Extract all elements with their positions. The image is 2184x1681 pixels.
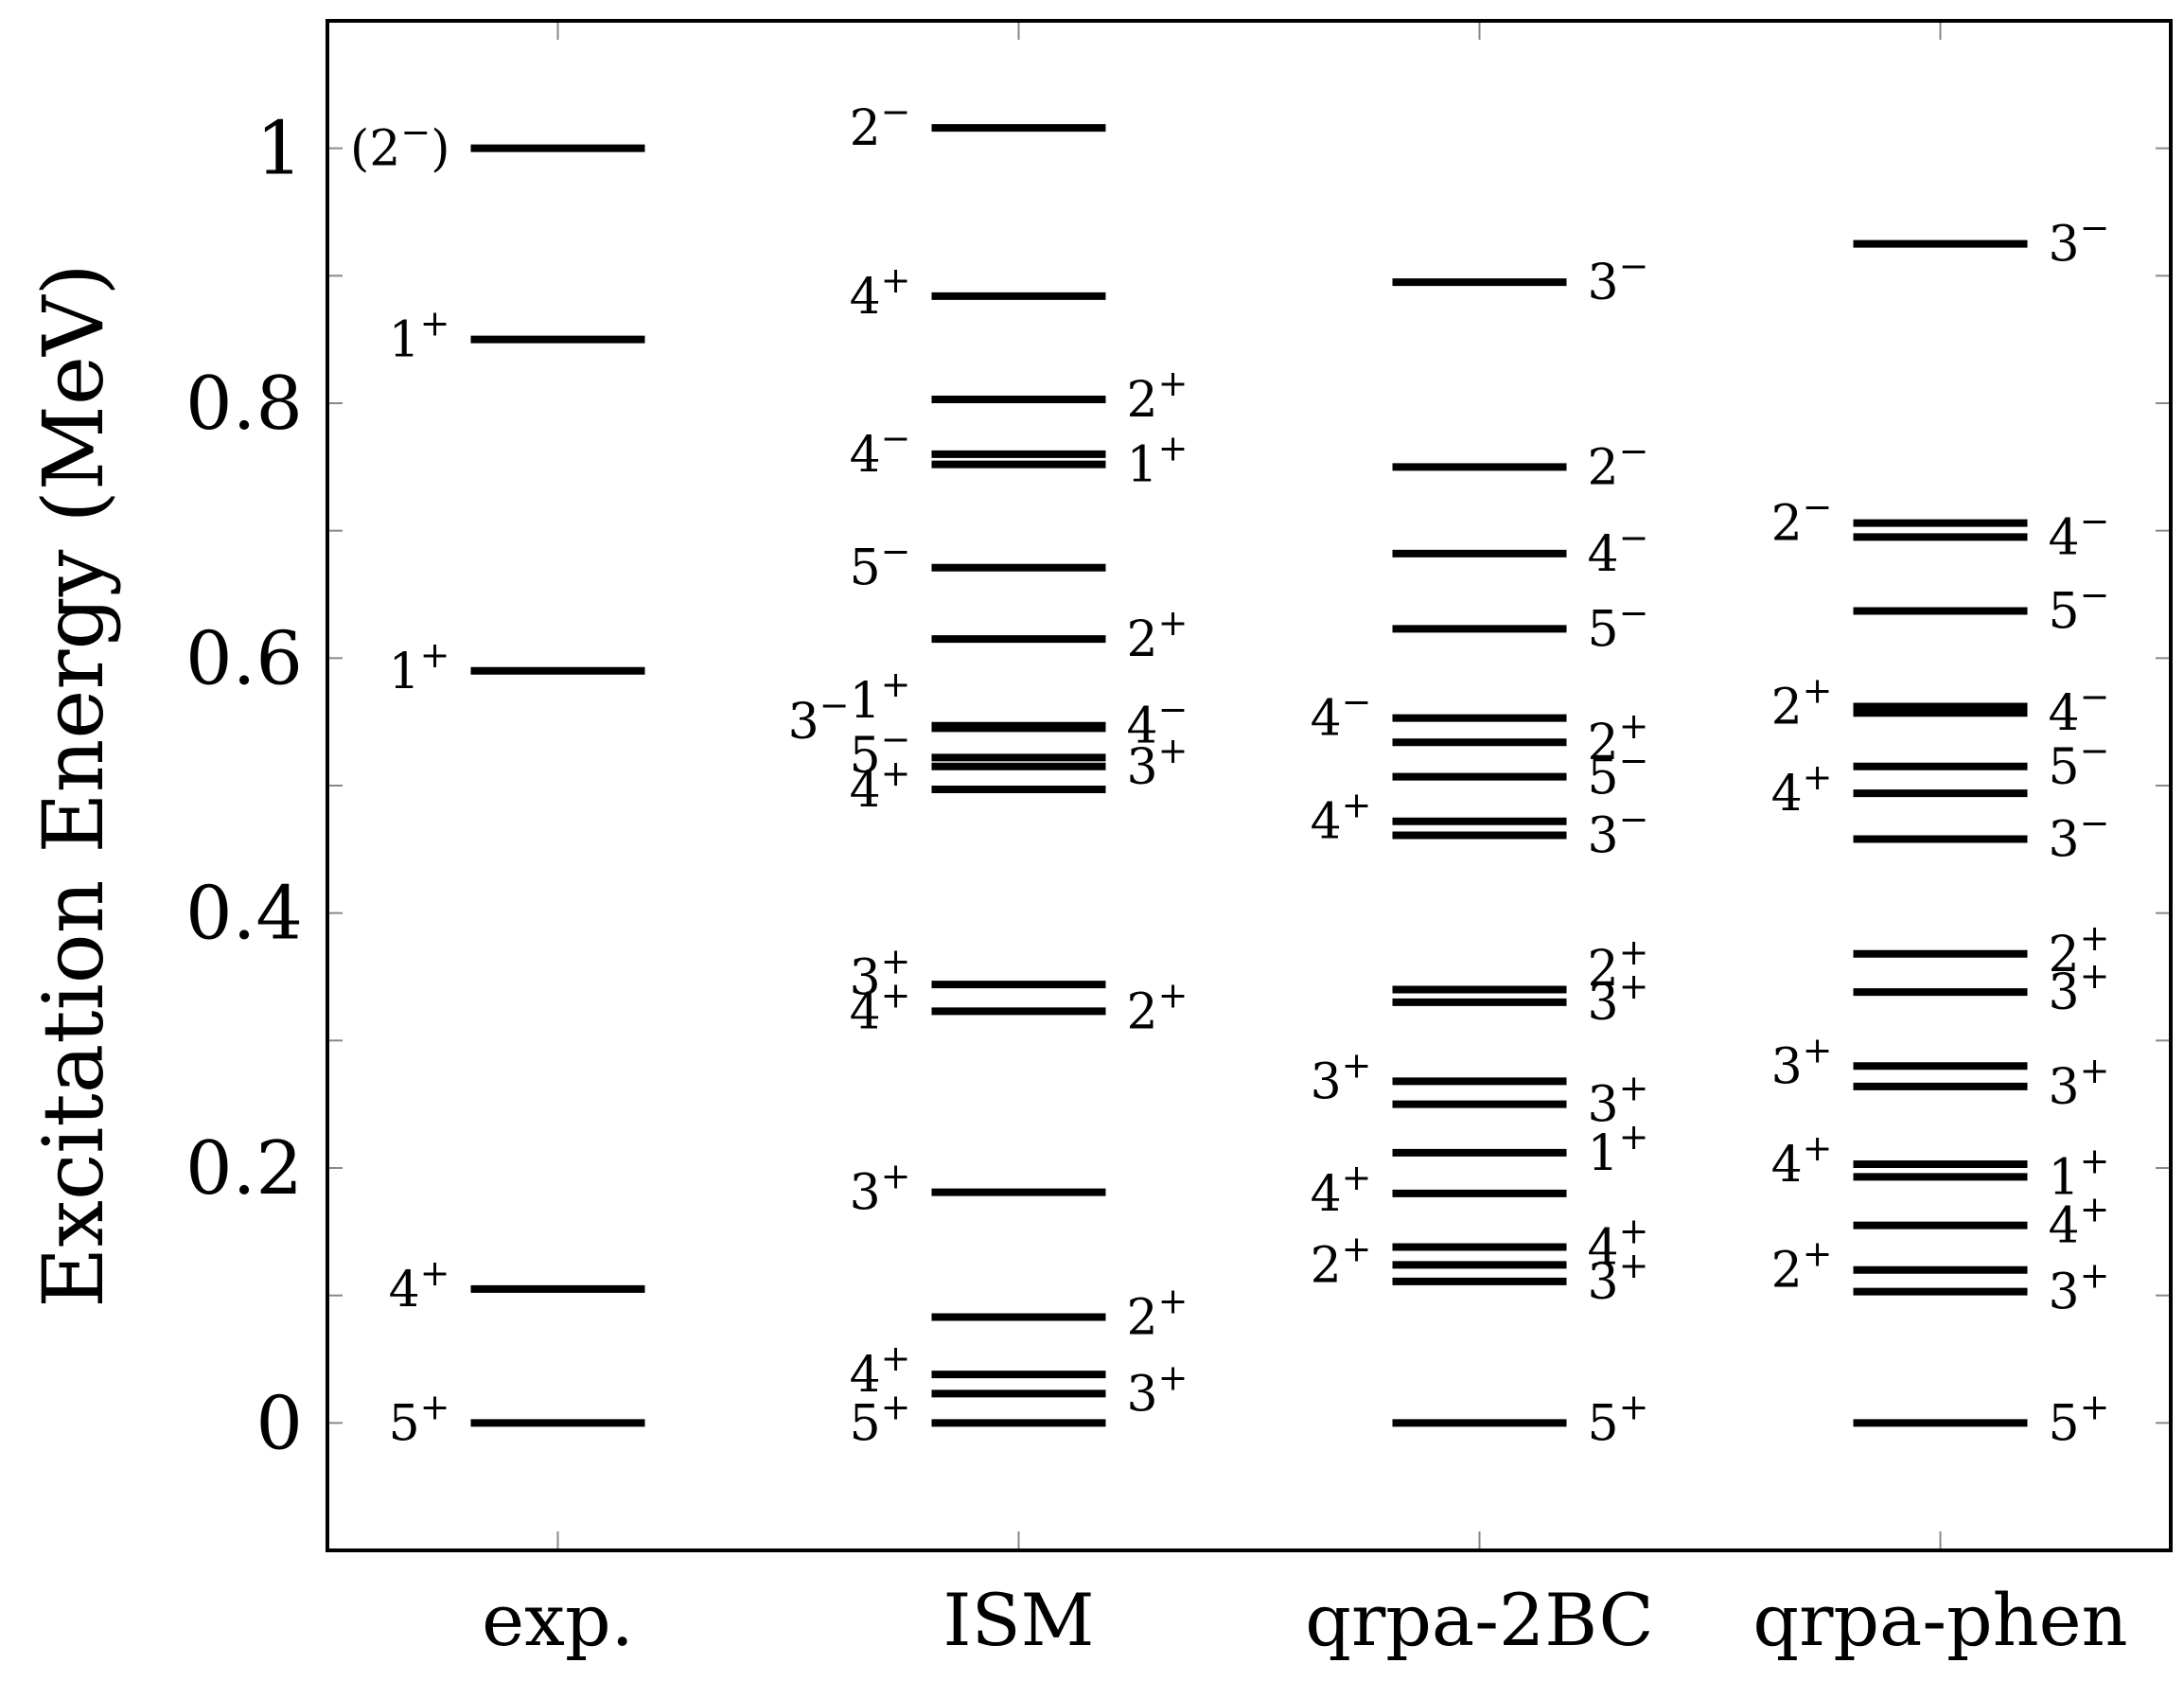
level-label: 4+ — [850, 752, 911, 819]
level-label: 3− — [2049, 207, 2110, 274]
level-label: 5− — [850, 718, 911, 785]
level-label: 1+ — [2049, 1140, 2110, 1206]
level-label: 5+ — [389, 1386, 450, 1452]
level-label: 4+ — [1311, 1157, 1372, 1223]
level-label: 4+ — [850, 974, 911, 1040]
level-label: 5+ — [1588, 1386, 1649, 1452]
level-label: 4+ — [2049, 1189, 2110, 1255]
level-label: 1+ — [1127, 428, 1189, 494]
level-label: 2− — [850, 91, 911, 157]
level-label: 3+ — [1127, 1356, 1189, 1423]
level-label: 2+ — [1771, 670, 1833, 736]
level-label: 5+ — [850, 1386, 911, 1452]
level-label: 4− — [1311, 681, 1372, 748]
level-label: 2+ — [1588, 705, 1649, 771]
level-label: 5− — [850, 531, 911, 597]
y-tick-label: 0.4 — [185, 872, 303, 957]
level-label: 4− — [2049, 500, 2110, 566]
level-labels: 5+4+1+1+(2−)5+4+3+4+3+4+5−3−1+5−4−4+2−3+… — [350, 91, 2109, 1452]
level-label: 1+ — [389, 634, 450, 700]
level-label: 4+ — [1588, 1210, 1649, 1276]
energy-levels — [470, 124, 2028, 1427]
level-label: 2+ — [1127, 974, 1189, 1040]
level-label: 3− — [1588, 245, 1649, 311]
level-label: 4− — [2049, 676, 2110, 742]
category-label: exp. — [482, 1578, 634, 1662]
level-label: 3+ — [1588, 965, 1649, 1032]
level-label: 3−1+ — [788, 664, 911, 751]
level-label: 5− — [1588, 592, 1649, 658]
plot-frame — [326, 19, 2173, 1552]
level-label: 4+ — [1771, 1127, 1833, 1194]
level-label: 3− — [2049, 803, 2110, 869]
y-axis-title: Excitation Energy (MeV) — [25, 263, 122, 1308]
axis-ticks: 0 0.2 0.4 0.6 0.8 1 exp. ISM qrpa-2BC qrpa-phen — [185, 21, 2171, 1662]
level-label: 1+ — [1588, 1116, 1649, 1182]
level-label: 5− — [2049, 575, 2110, 641]
level-label: 2+ — [1127, 1281, 1189, 1347]
level-label: 2+ — [1771, 1233, 1833, 1300]
level-label: 2+ — [1127, 363, 1189, 429]
level-label: 4− — [1588, 517, 1649, 583]
level-label: 4+ — [1311, 785, 1372, 851]
y-tick-label: 0 — [255, 1381, 303, 1466]
y-tick-label: 0.2 — [185, 1126, 303, 1212]
level-label: 4− — [1127, 689, 1189, 755]
level-label: 3+ — [1127, 730, 1189, 796]
level-label: 5− — [1588, 740, 1649, 806]
level-label: 3+ — [2049, 955, 2110, 1021]
level-label: 3+ — [2049, 1255, 2110, 1321]
level-label: 5− — [2049, 730, 2110, 796]
level-label: 4+ — [389, 1252, 450, 1318]
level-label: 2+ — [1311, 1228, 1372, 1294]
level-label: 1+ — [389, 303, 450, 369]
level-label: 2− — [1771, 487, 1833, 553]
level-label: 2+ — [2049, 917, 2110, 983]
level-label: 3+ — [850, 940, 911, 1006]
level-label: 3+ — [1311, 1044, 1372, 1110]
y-tick-label: 0.8 — [185, 362, 303, 447]
category-label: ISM — [943, 1578, 1095, 1662]
y-tick-label: 0.6 — [185, 616, 303, 701]
category-label: qrpa-phen — [1752, 1578, 2127, 1662]
level-label: 2+ — [1127, 602, 1189, 668]
level-label: 4+ — [850, 259, 911, 326]
level-label: 5+ — [2049, 1386, 2110, 1452]
level-label: 3+ — [850, 1156, 911, 1222]
level-label: 2+ — [1588, 931, 1649, 998]
level-label: 3− — [1588, 799, 1649, 865]
y-tick-label: 1 — [255, 107, 303, 192]
level-label: 4− — [850, 417, 911, 484]
level-label: 3+ — [1771, 1029, 1833, 1095]
level-label: 3+ — [1588, 1068, 1649, 1134]
level-label: (2−) — [350, 112, 450, 178]
level-label: 2− — [1588, 430, 1649, 496]
level-label: 4+ — [1771, 756, 1833, 823]
category-label: qrpa-2BC — [1305, 1578, 1653, 1662]
level-label: 3+ — [2049, 1050, 2110, 1116]
level-label: 4+ — [850, 1337, 911, 1404]
level-label: 3+ — [1588, 1245, 1649, 1311]
